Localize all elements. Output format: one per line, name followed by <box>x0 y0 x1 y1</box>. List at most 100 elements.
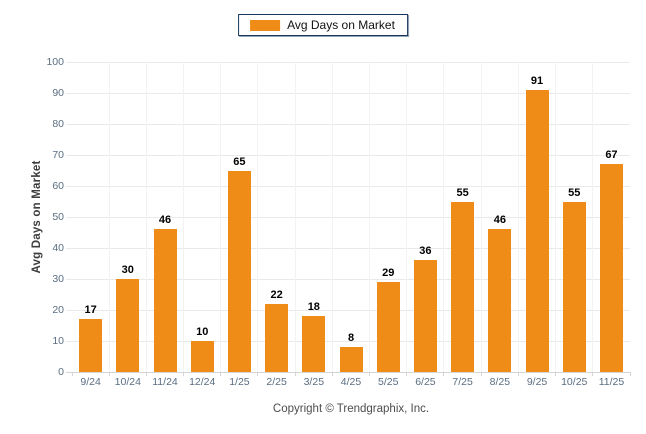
copyright-text: Copyright © Trendgraphix, Inc. <box>272 403 430 415</box>
vertical-gridline <box>480 62 482 372</box>
y-tick-label: 70 <box>52 149 64 161</box>
x-tick-label: 1/25 <box>229 376 250 388</box>
bar-slot: 36 <box>407 62 444 372</box>
legend-label: Avg Days on Market <box>287 18 395 32</box>
x-axis-tick <box>629 372 631 376</box>
x-axis-tick <box>555 372 557 376</box>
bar-1/25 <box>227 170 251 372</box>
x-tick-label: 11/25 <box>598 376 625 388</box>
x-tick-label: 4/25 <box>340 376 362 388</box>
bar-value-label: 55 <box>568 186 581 199</box>
bar-slot: 8 <box>332 62 369 372</box>
x-tick-label: 10/24 <box>114 376 141 388</box>
bar-3/25 <box>302 316 326 372</box>
vertical-gridline <box>331 62 333 372</box>
x-axis-tick <box>592 372 594 376</box>
x-tick-label: 5/25 <box>378 376 399 388</box>
bar-slot: 29 <box>370 62 407 372</box>
bar-value-label: 22 <box>270 288 283 301</box>
bar-10/25 <box>562 201 586 372</box>
bar-value-label: 36 <box>419 245 432 258</box>
y-axis-tick-labels: 0 10 20 30 40 50 60 70 80 90 100 <box>0 56 64 378</box>
gridline <box>66 278 630 280</box>
bar-value-label: 46 <box>158 214 172 227</box>
legend-swatch-icon <box>250 19 281 31</box>
y-tick-label: 50 <box>52 211 64 223</box>
x-tick-label: 2/25 <box>266 376 287 388</box>
bar-slot: 18 <box>295 62 332 372</box>
gridline <box>66 216 630 218</box>
vertical-gridline <box>108 62 110 372</box>
bar-slot: 46 <box>481 62 518 372</box>
gridline <box>66 185 630 187</box>
gridline <box>66 154 630 156</box>
bar-value-label: 55 <box>456 186 469 199</box>
bar-value-label: 91 <box>530 74 544 87</box>
vertical-gridline <box>145 62 147 372</box>
x-axis-tick <box>406 372 408 376</box>
gridline <box>66 340 630 342</box>
x-tick-label: 8/25 <box>489 376 511 388</box>
bar-value-label: 65 <box>233 155 246 168</box>
x-axis-tick <box>71 372 73 376</box>
bar-slot: 46 <box>146 62 183 372</box>
x-tick-label: 12/24 <box>189 376 216 388</box>
bar-slot: 30 <box>109 62 146 372</box>
bar-5/25 <box>376 282 400 372</box>
bar-value-label: 46 <box>493 214 506 227</box>
gridline <box>66 247 630 249</box>
x-axis-tick <box>108 372 110 376</box>
bar-slot: 91 <box>518 62 555 372</box>
bar-12/24 <box>190 341 214 372</box>
x-axis-tick <box>480 372 482 376</box>
vertical-gridline <box>555 62 557 372</box>
vertical-gridline <box>294 62 296 372</box>
x-tick-label: 7/25 <box>452 376 473 388</box>
x-axis-tick <box>331 372 333 376</box>
bar-value-label: 29 <box>382 267 395 280</box>
bar-8/25 <box>488 229 512 372</box>
x-axis-line <box>66 372 630 373</box>
x-axis-tick <box>145 372 147 376</box>
y-tick-label: 90 <box>52 87 64 99</box>
legend: Avg Days on Market <box>238 14 408 36</box>
x-axis-tick <box>183 372 185 376</box>
y-tick-label: 20 <box>52 304 64 316</box>
bar-11/24 <box>153 229 177 372</box>
bar-slot: 55 <box>556 62 593 372</box>
x-tick-label: 6/25 <box>415 376 436 388</box>
gridline <box>66 61 630 63</box>
y-tick-label: 80 <box>52 118 64 130</box>
x-axis-tick <box>443 372 445 376</box>
bar-slot: 10 <box>184 62 221 372</box>
bar-11/25 <box>599 164 623 372</box>
x-tick-label: 9/24 <box>80 376 101 388</box>
y-tick-label: 30 <box>52 273 64 285</box>
bar-value-label: 30 <box>121 264 134 276</box>
x-axis-tick <box>294 372 296 376</box>
x-axis-tick <box>257 372 259 376</box>
bar-value-label: 8 <box>347 332 355 345</box>
y-tick-label: 60 <box>52 180 64 192</box>
y-tick-label: 0 <box>58 366 64 378</box>
bar-slot: 65 <box>221 62 258 372</box>
bar-7/25 <box>451 201 475 372</box>
bar-slot: 22 <box>258 62 295 372</box>
bar-6/25 <box>413 260 437 372</box>
bar-9/24 <box>79 319 103 372</box>
vertical-gridline <box>369 62 371 372</box>
y-tick-label: 10 <box>52 335 64 347</box>
x-tick-label: 10/25 <box>561 376 588 388</box>
bar-value-label: 67 <box>605 149 618 162</box>
bar-slot: 67 <box>593 62 630 372</box>
vertical-gridline <box>257 62 259 372</box>
bar-slot: 55 <box>444 62 481 372</box>
bar-value-label: 10 <box>196 326 209 338</box>
gridline <box>66 309 630 311</box>
x-axis-tick <box>369 372 371 376</box>
bar-series: 17 30 46 10 65 22 18 8 29 36 55 46 91 55 67 <box>72 62 630 372</box>
bar-4/25 <box>339 347 363 372</box>
vertical-gridline <box>406 62 408 372</box>
bar-2/25 <box>265 303 289 372</box>
